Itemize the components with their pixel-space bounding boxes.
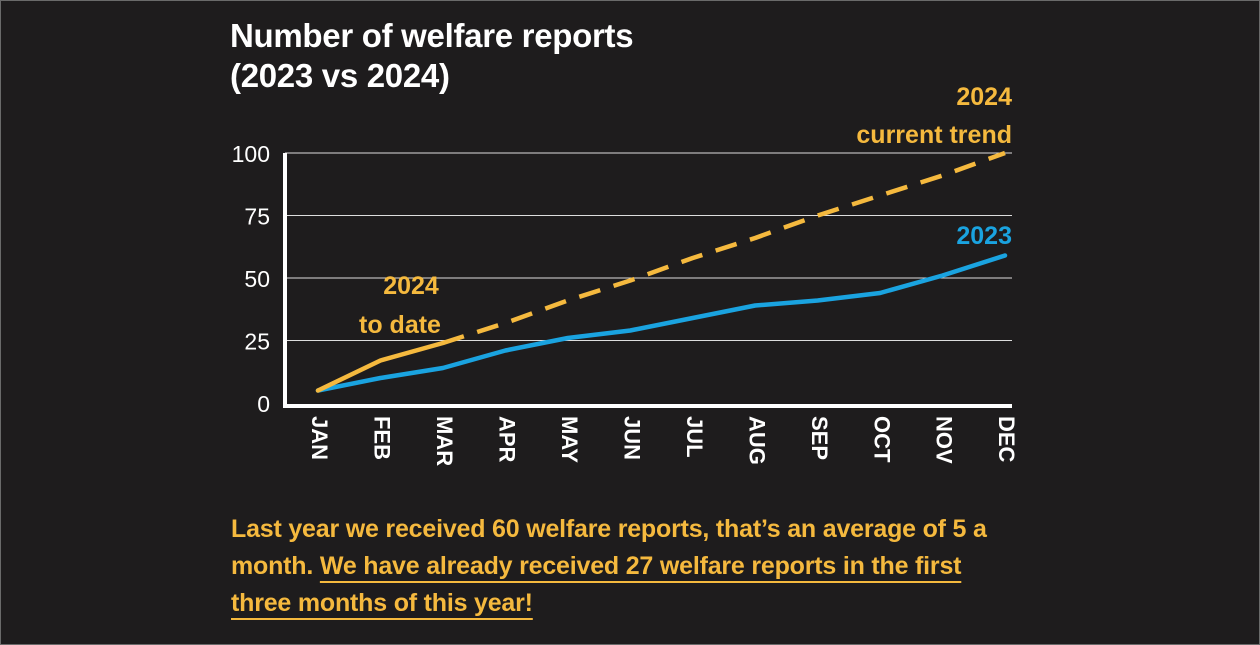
caption-part1: Last year we received 60 welfare reports… bbox=[231, 515, 987, 580]
y-tick-label: 75 bbox=[244, 204, 270, 230]
x-tick-label: FEB bbox=[370, 416, 395, 460]
series-2024-to-date-line bbox=[315, 340, 446, 393]
x-tick-label: MAR bbox=[432, 416, 457, 466]
x-tick-label: OCT bbox=[869, 416, 894, 463]
annotation-2024-trend-label: current trend bbox=[856, 121, 1012, 149]
x-tick-label: DEC bbox=[994, 416, 1019, 463]
y-tick-label: 25 bbox=[244, 329, 270, 355]
x-tick-label: MAY bbox=[557, 416, 582, 463]
caption: Last year we received 60 welfare reports… bbox=[231, 511, 991, 622]
annotation-2024-to-date-year: 2024 bbox=[383, 272, 439, 300]
caption-highlight: We have already received 27 welfare repo… bbox=[231, 552, 962, 617]
y-tick-label: 100 bbox=[232, 141, 270, 167]
series-2023-line bbox=[315, 253, 1008, 393]
x-tick-label: JUL bbox=[682, 416, 707, 458]
x-tick-label: AUG bbox=[744, 416, 769, 465]
x-tick-label: JUN bbox=[619, 416, 644, 460]
annotation-2024-to-date-label: to date bbox=[359, 311, 441, 339]
x-tick-label: NOV bbox=[932, 416, 957, 464]
chart-title-line1: Number of welfare reports bbox=[230, 17, 634, 54]
chart-title: Number of welfare reports (2023 vs 2024) bbox=[230, 16, 634, 96]
x-tick-label: JAN bbox=[307, 416, 332, 460]
x-tick-label: APR bbox=[495, 416, 520, 463]
annotation-2024-trend-year: 2024 bbox=[956, 83, 1012, 111]
annotation-2023-label: 2023 bbox=[956, 222, 1012, 250]
x-tick-label: SEP bbox=[807, 416, 832, 460]
chart-title-line2: (2023 vs 2024) bbox=[230, 57, 450, 94]
y-tick-label: 0 bbox=[257, 391, 270, 417]
series-2024-trend-line bbox=[442, 150, 1006, 346]
y-tick-label: 50 bbox=[244, 266, 270, 292]
